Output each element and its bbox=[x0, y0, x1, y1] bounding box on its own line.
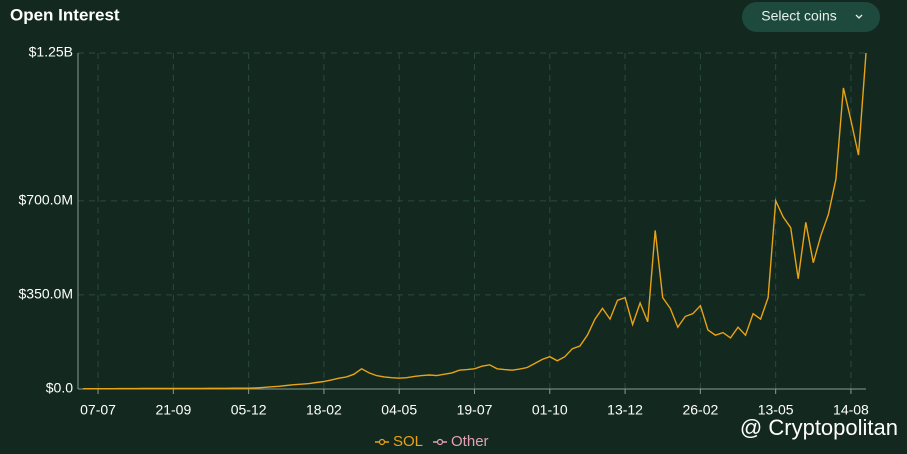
series-line bbox=[83, 52, 867, 390]
watermark: @ Cryptopolitan bbox=[740, 415, 898, 440]
select-button[interactable] bbox=[742, 2, 880, 32]
x-tick-label: 14-08 bbox=[833, 402, 869, 418]
x-tick-label: 13-12 bbox=[607, 402, 643, 418]
y-tick-label: $350.0M bbox=[19, 286, 73, 302]
x-tick-label: 01-10 bbox=[532, 402, 568, 418]
x-tick-label: 04-05 bbox=[381, 402, 417, 418]
y-tick-label: $1.25B bbox=[29, 44, 73, 60]
x-tick-label: 21-09 bbox=[155, 402, 191, 418]
legend-marker bbox=[378, 438, 386, 446]
x-tick-label: 07-07 bbox=[80, 402, 116, 418]
y-tick-label: $700.0M bbox=[19, 192, 73, 208]
button-label[interactable]: Select coins bbox=[761, 8, 836, 24]
x-tick-label: 18-02 bbox=[306, 402, 342, 418]
x-tick-label: 26-02 bbox=[682, 402, 718, 418]
legend-label: Other bbox=[451, 433, 489, 450]
x-tick-label: 05-12 bbox=[231, 402, 267, 418]
x-tick-label: 13-05 bbox=[758, 402, 794, 418]
y-tick-label: $0.0 bbox=[46, 380, 73, 396]
x-tick-label: 19-07 bbox=[457, 402, 493, 418]
legend-label: SOL bbox=[393, 433, 423, 450]
legend-marker bbox=[436, 438, 444, 446]
chart-title: Open Interest bbox=[10, 5, 120, 24]
chevron bbox=[855, 14, 863, 19]
